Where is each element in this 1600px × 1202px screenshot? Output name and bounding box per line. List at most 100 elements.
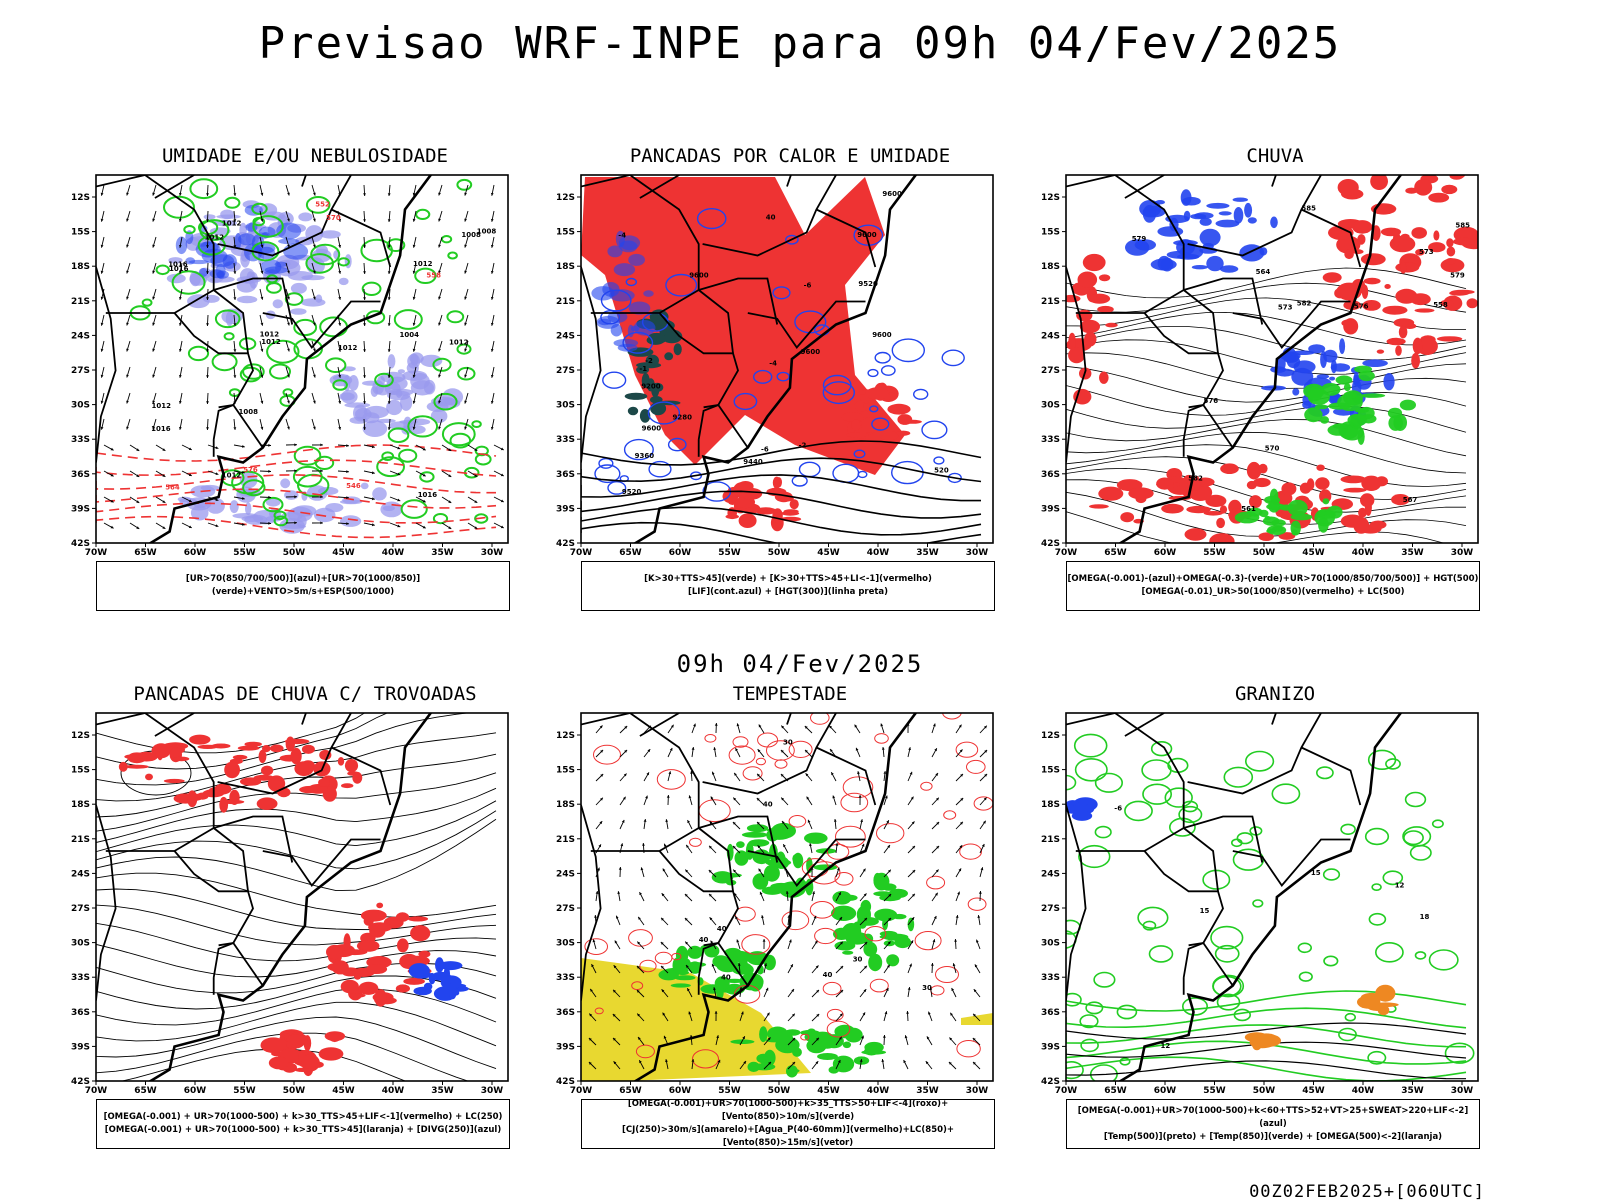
lon-tick-label: 45W bbox=[1302, 1086, 1325, 1096]
contour-label: 564 bbox=[1256, 268, 1271, 276]
lat-tick-label: 24S bbox=[1041, 869, 1060, 879]
panel-title: GRANIZO bbox=[1030, 683, 1520, 705]
map-svg: 404040403030403012S15S18S21S24S27S30S33S… bbox=[545, 711, 1035, 1111]
map-svg: 9600960095209600960096009520944093609280… bbox=[545, 173, 1035, 573]
main-title: Previsao WRF-INPE para 09h 04/Fev/2025 bbox=[0, 18, 1600, 69]
contour-label: -6 bbox=[1114, 804, 1122, 812]
contour-label: 9600 bbox=[857, 231, 877, 239]
panel-legend: [UR>70(850/700/500)](azul)+[UR>70(1000/8… bbox=[96, 561, 510, 611]
contour-label: 1012 bbox=[222, 471, 242, 479]
lat-tick-label: 21S bbox=[1041, 297, 1060, 307]
map-svg: 1215181215-612S15S18S21S24S27S30S33S36S3… bbox=[1030, 711, 1520, 1111]
contour-label: 40 bbox=[763, 801, 773, 809]
contour-label: 582 bbox=[1188, 474, 1203, 482]
contour-label: 9600 bbox=[689, 272, 709, 280]
panel-title: TEMPESTADE bbox=[545, 683, 1035, 705]
lat-tick-label: 39S bbox=[1041, 1042, 1060, 1052]
contour-label: 1012 bbox=[260, 330, 280, 338]
lon-tick-label: 60W bbox=[184, 1086, 207, 1096]
lon-tick-label: 65W bbox=[1104, 548, 1127, 558]
panel-title: CHUVA bbox=[1030, 145, 1520, 167]
lat-tick-label: 39S bbox=[556, 1042, 575, 1052]
map-svg: 1012101210121016101610161012101210081008… bbox=[60, 173, 550, 573]
contour-label: 520 bbox=[934, 466, 949, 474]
lon-tick-label: 70W bbox=[1055, 1086, 1078, 1096]
lon-tick-label: 60W bbox=[1154, 548, 1177, 558]
contour-label: 546 bbox=[346, 482, 361, 490]
lon-tick-label: 65W bbox=[619, 548, 642, 558]
lat-tick-label: 24S bbox=[71, 869, 90, 879]
contour-label: 9200 bbox=[641, 383, 661, 391]
legend-line: [OMEGA(-0.001)+UR>70(1000-500)+k>35_TTS>… bbox=[582, 1098, 994, 1124]
contour-label: -6 bbox=[761, 445, 769, 453]
lat-tick-label: 12S bbox=[556, 731, 575, 741]
panel-title: UMIDADE E/OU NEBULOSIDADE bbox=[60, 145, 550, 167]
lon-tick-label: 65W bbox=[619, 1086, 642, 1096]
lat-tick-label: 30S bbox=[556, 939, 575, 949]
lat-tick-label: 27S bbox=[556, 366, 575, 376]
lat-tick-label: 24S bbox=[556, 331, 575, 341]
lat-tick-label: 24S bbox=[556, 869, 575, 879]
lon-tick-label: 65W bbox=[1104, 1086, 1127, 1096]
lon-tick-label: 50W bbox=[283, 1086, 306, 1096]
contour-label: 30 bbox=[922, 984, 932, 992]
contour-label: 9600 bbox=[801, 348, 821, 356]
contour-label: -1 bbox=[639, 365, 647, 373]
lat-tick-label: 39S bbox=[71, 1042, 90, 1052]
contour-label: 1016 bbox=[418, 491, 438, 499]
lat-tick-label: 15S bbox=[1041, 228, 1060, 238]
lat-tick-label: 39S bbox=[1041, 504, 1060, 514]
contour-label: 1008 bbox=[477, 228, 497, 236]
contour-label: 570 bbox=[326, 214, 341, 222]
lon-tick-label: 30W bbox=[481, 548, 504, 558]
contour-label: 1012 bbox=[449, 339, 469, 347]
contour-label: 585 bbox=[1455, 222, 1470, 230]
lon-tick-label: 70W bbox=[570, 548, 593, 558]
lon-tick-label: 45W bbox=[332, 1086, 355, 1096]
lon-tick-label: 45W bbox=[332, 548, 355, 558]
lat-tick-label: 12S bbox=[71, 731, 90, 741]
panel-legend: [K>30+TTS>45](verde) + [K>30+TTS>45+LI<-… bbox=[581, 561, 995, 611]
contour-label: 567 bbox=[1403, 496, 1418, 504]
contour-label: -4 bbox=[769, 360, 777, 368]
contour-label: 1012 bbox=[222, 220, 242, 228]
lon-tick-label: 35W bbox=[1401, 548, 1424, 558]
contour-label: 585 bbox=[1301, 204, 1316, 212]
lon-tick-label: 40W bbox=[867, 1086, 890, 1096]
lat-tick-label: 12S bbox=[1041, 193, 1060, 203]
lon-tick-label: 55W bbox=[718, 548, 741, 558]
contour-label: 1016 bbox=[151, 425, 171, 433]
contour-label: 570 bbox=[1265, 444, 1280, 452]
lat-tick-label: 36S bbox=[1041, 1008, 1060, 1018]
lon-tick-label: 50W bbox=[1253, 548, 1276, 558]
lat-tick-label: 36S bbox=[556, 470, 575, 480]
contour-label: 40 bbox=[717, 925, 727, 933]
lat-tick-label: 18S bbox=[556, 262, 575, 272]
legend-line: [UR>70(850/700/500)](azul)+[UR>70(1000/8… bbox=[97, 573, 509, 599]
contour-label: 561 bbox=[1241, 505, 1256, 513]
legend-line: [OMEGA(-0.01)_UR>50(1000/850)(vermelho) … bbox=[1067, 586, 1479, 599]
lat-tick-label: 21S bbox=[1041, 835, 1060, 845]
contour-label: 579 bbox=[1450, 271, 1465, 279]
lat-tick-label: 27S bbox=[1041, 366, 1060, 376]
lon-tick-label: 30W bbox=[481, 1086, 504, 1096]
contour-label: 40 bbox=[823, 971, 833, 979]
lat-tick-label: 18S bbox=[556, 800, 575, 810]
lat-tick-label: 27S bbox=[556, 904, 575, 914]
map-svg: 5825855855825795765735705675645615585765… bbox=[1030, 173, 1520, 573]
lon-tick-label: 50W bbox=[1253, 1086, 1276, 1096]
panel-title: PANCADAS POR CALOR E UMIDADE bbox=[545, 145, 1035, 167]
lat-tick-label: 33S bbox=[1041, 435, 1060, 445]
lon-tick-label: 35W bbox=[916, 548, 939, 558]
contour-label: 573 bbox=[1278, 303, 1293, 311]
lat-tick-label: 30S bbox=[556, 401, 575, 411]
lon-tick-label: 40W bbox=[1352, 548, 1375, 558]
panel-legend: [OMEGA(-0.001)+UR>70(1000-500)+k>35_TTS>… bbox=[581, 1099, 995, 1149]
lon-tick-label: 55W bbox=[233, 548, 256, 558]
lat-tick-label: 30S bbox=[1041, 939, 1060, 949]
lon-tick-label: 35W bbox=[431, 1086, 454, 1096]
lon-tick-label: 30W bbox=[1451, 548, 1474, 558]
